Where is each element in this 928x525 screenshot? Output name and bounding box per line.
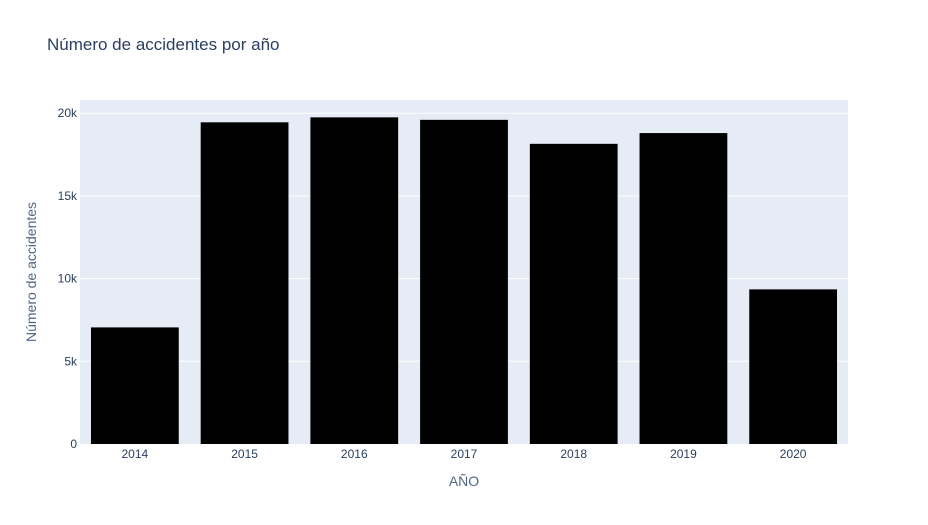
y-tick-label: 0 bbox=[70, 437, 77, 451]
y-tick-label: 20k bbox=[58, 106, 78, 120]
bar-2017[interactable] bbox=[420, 119, 508, 444]
x-axis-title: AÑO bbox=[449, 473, 479, 489]
y-tick-label: 5k bbox=[64, 354, 78, 368]
x-tick-label: 2020 bbox=[780, 447, 807, 461]
bars bbox=[90, 117, 838, 445]
chart-title: Número de accidentes por año bbox=[47, 35, 279, 54]
x-tick-label: 2016 bbox=[341, 447, 368, 461]
bar-2019[interactable] bbox=[639, 133, 728, 445]
bar-2018[interactable] bbox=[529, 143, 618, 445]
y-tick-labels: 0 5k 10k 15k 20k bbox=[58, 106, 78, 451]
x-tick-labels: 2014 2015 2016 2017 2018 2019 2020 bbox=[122, 447, 807, 461]
y-tick-label: 15k bbox=[58, 189, 78, 203]
x-tick-label: 2017 bbox=[451, 447, 478, 461]
bar-2016[interactable] bbox=[310, 117, 399, 444]
x-tick-label: 2015 bbox=[231, 447, 258, 461]
bar-2014[interactable] bbox=[90, 327, 179, 444]
y-tick-label: 10k bbox=[58, 272, 78, 286]
bar-2020[interactable] bbox=[749, 289, 838, 444]
y-axis-title: Número de accidentes bbox=[23, 202, 39, 342]
x-tick-label: 2014 bbox=[122, 447, 149, 461]
bar-2015[interactable] bbox=[200, 122, 289, 445]
x-tick-label: 2018 bbox=[560, 447, 587, 461]
x-tick-label: 2019 bbox=[670, 447, 697, 461]
